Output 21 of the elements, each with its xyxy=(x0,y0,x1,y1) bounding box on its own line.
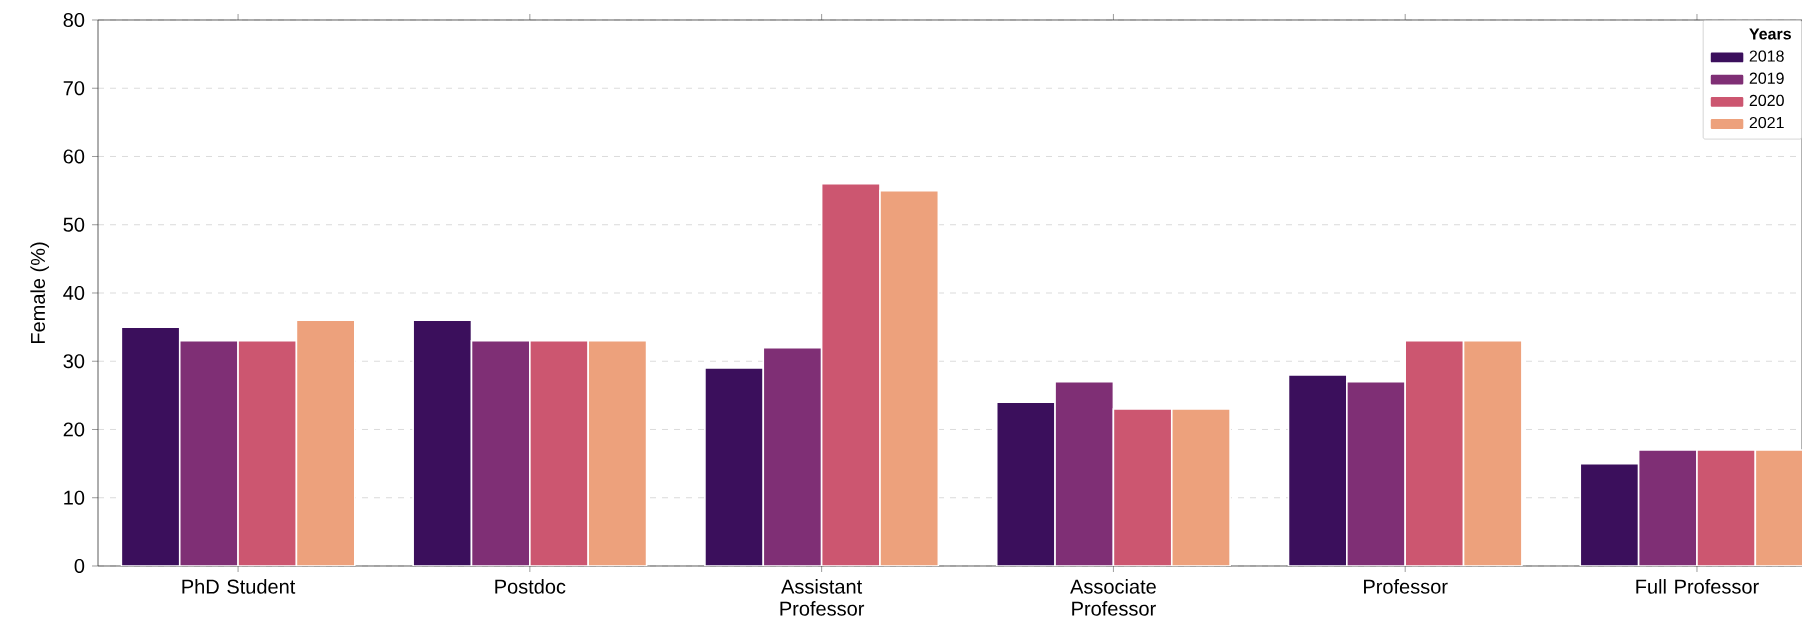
legend-label: 2021 xyxy=(1749,116,1784,129)
y-tick-label: 0 xyxy=(74,558,85,574)
x-tick-label: PhD Student xyxy=(182,579,296,594)
y-tick-label: 20 xyxy=(63,422,85,437)
y-axis-title: Female (%) xyxy=(30,242,49,344)
x-tick-label: Professor xyxy=(1364,579,1448,594)
y-tick-label: 40 xyxy=(63,285,85,301)
y-tick-label: 80 xyxy=(63,12,85,28)
legend-label: 2019 xyxy=(1749,72,1784,84)
legend-label: 2018 xyxy=(1749,50,1784,62)
x-tick-label: Associate Professor xyxy=(1070,579,1156,616)
y-tick-label: 10 xyxy=(64,490,85,505)
legend-title: Years xyxy=(1749,28,1791,40)
legend-label: 2020 xyxy=(1749,94,1784,107)
x-tick-label: Assistant Professor xyxy=(780,579,865,616)
y-tick-label: 70 xyxy=(63,81,85,96)
y-tick-label: 30 xyxy=(63,354,85,369)
x-tick-label: Postdoc xyxy=(495,579,566,594)
x-tick-label: Full Professor xyxy=(1636,579,1759,594)
y-tick-label: 50 xyxy=(63,217,85,232)
y-tick-label: 60 xyxy=(63,149,85,164)
